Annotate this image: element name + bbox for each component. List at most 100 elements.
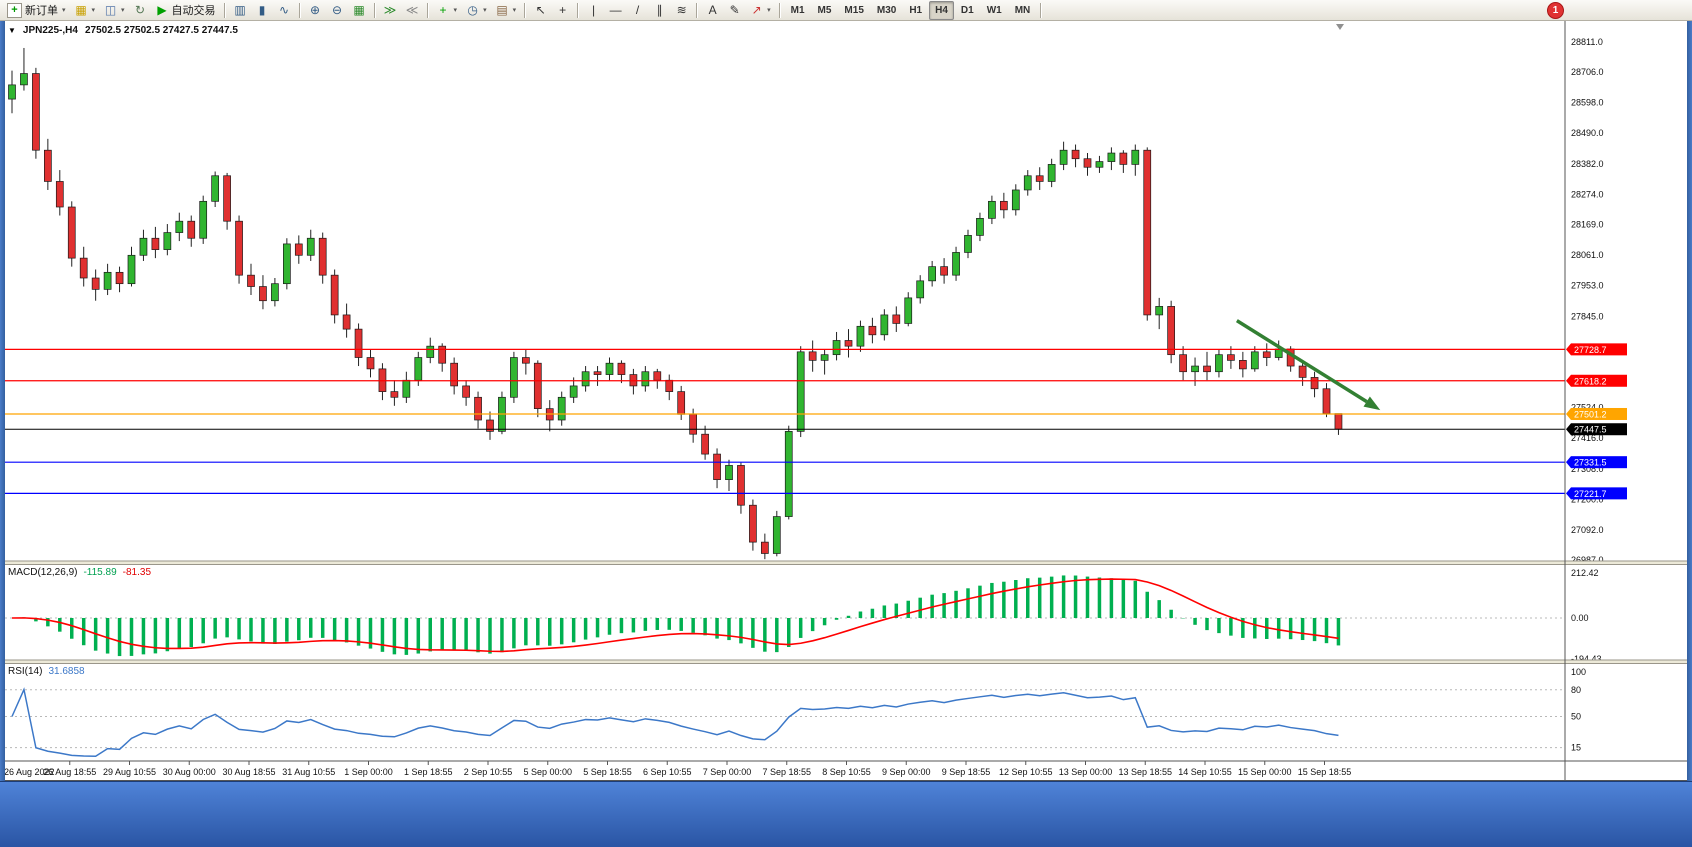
trendline-button[interactable]: / — [627, 1, 648, 20]
new-order-button[interactable]: + 新订单 ▾ — [3, 1, 70, 20]
arrows-button[interactable]: ↗ ▾ — [746, 1, 775, 20]
svg-text:6 Sep 10:55: 6 Sep 10:55 — [643, 767, 692, 777]
timeframe-h4[interactable]: H4 — [929, 0, 954, 20]
templates-button[interactable]: ▤ ▾ — [492, 1, 521, 20]
price-badge: 27501.2 — [1566, 407, 1627, 420]
svg-text:2 Sep 10:55: 2 Sep 10:55 — [464, 767, 513, 777]
svg-text:30 Aug 18:55: 30 Aug 18:55 — [222, 767, 275, 777]
rsi-name: RSI(14) — [8, 666, 43, 677]
svg-text:27953.0: 27953.0 — [1571, 281, 1604, 291]
cursor-button[interactable]: ↖ — [530, 1, 551, 20]
horizontal-line-icon: — — [609, 3, 622, 17]
toolbar-separator — [426, 2, 429, 18]
toolbar-separator — [524, 2, 527, 18]
svg-text:15 Sep 18:55: 15 Sep 18:55 — [1298, 767, 1352, 777]
timeframe-m15[interactable]: M15 — [844, 4, 864, 16]
timeframe-d1[interactable]: D1 — [960, 4, 974, 16]
profiles-button[interactable]: ◫ ▾ — [100, 1, 129, 20]
macd-main-value: -115.89 — [83, 567, 117, 578]
chart-canvas[interactable]: 28811.0 28706.0 28598.0 28490.0 28382.0 28274… — [0, 20, 1692, 782]
svg-text:27331.5: 27331.5 — [1574, 458, 1607, 468]
svg-text:27728.7: 27728.7 — [1574, 345, 1607, 355]
svg-text:50: 50 — [1571, 712, 1581, 722]
svg-text:28274.0: 28274.0 — [1571, 190, 1604, 200]
line-chart-icon: ∿ — [279, 3, 290, 17]
svg-text:9 Sep 00:00: 9 Sep 00:00 — [882, 767, 931, 777]
chart-shift-button[interactable]: ≪ — [402, 1, 423, 20]
crosshair-button[interactable]: + — [552, 1, 573, 20]
candles — [8, 47, 1343, 560]
hline-button[interactable]: — — [605, 1, 626, 20]
zoom-in-button[interactable]: ⊕ — [305, 1, 326, 20]
window-border-bottom — [0, 781, 1692, 847]
svg-text:80: 80 — [1571, 685, 1581, 695]
candlestick-button[interactable]: ▮ — [252, 1, 273, 20]
timeframe-w1[interactable]: W1 — [986, 4, 1002, 16]
notification-badge[interactable]: 1 — [1547, 2, 1564, 19]
chart-shift-icon: ≪ — [405, 3, 419, 17]
new-order-icon: + — [7, 2, 22, 18]
candlestick-icon: ▮ — [258, 3, 266, 17]
svg-text:29 Aug 10:55: 29 Aug 10:55 — [103, 767, 156, 777]
vline-button[interactable]: | — [583, 1, 604, 20]
periods-button[interactable]: ◷ ▾ — [462, 1, 491, 20]
toolbar-separator — [1040, 2, 1043, 18]
vertical-line-icon: | — [592, 3, 596, 17]
auto-scroll-button[interactable]: ≫ — [380, 1, 401, 20]
price-badge: 27728.7 — [1566, 343, 1627, 356]
symbol-dropdown-icon[interactable]: ▼ — [8, 26, 16, 35]
zoom-out-button[interactable]: ⊖ — [327, 1, 348, 20]
timeframe-h1[interactable]: H1 — [909, 4, 923, 16]
line-chart-button[interactable]: ∿ — [274, 1, 295, 20]
text-label-icon: ✎ — [729, 3, 740, 17]
price-badge: 27618.2 — [1566, 374, 1627, 387]
clock-icon: ◷ — [467, 3, 478, 17]
svg-text:28490.0: 28490.0 — [1571, 128, 1604, 138]
svg-text:5 Sep 18:55: 5 Sep 18:55 — [583, 767, 632, 777]
fibonacci-button[interactable]: ≋ — [671, 1, 692, 20]
svg-text:27447.5: 27447.5 — [1574, 425, 1607, 435]
svg-text:-194.43: -194.43 — [1571, 654, 1602, 664]
timeframe-m5[interactable]: M5 — [817, 4, 832, 16]
trend-arrow[interactable] — [1235, 319, 1368, 404]
svg-text:1 Sep 18:55: 1 Sep 18:55 — [404, 767, 453, 777]
refresh-icon: ↻ — [135, 3, 146, 17]
price-badge: 27331.5 — [1566, 456, 1627, 469]
svg-text:27501.2: 27501.2 — [1574, 409, 1607, 419]
svg-text:28169.0: 28169.0 — [1571, 219, 1604, 229]
svg-text:7 Sep 18:55: 7 Sep 18:55 — [762, 767, 811, 777]
svg-text:8 Sep 10:55: 8 Sep 10:55 — [822, 767, 871, 777]
label-button[interactable]: ✎ — [724, 1, 745, 20]
chart-shift-marker[interactable] — [1336, 24, 1344, 30]
bar-chart-button[interactable]: ▥ — [230, 1, 251, 20]
caret-down-icon: ▾ — [62, 7, 66, 14]
timeframe-m30[interactable]: M30 — [876, 4, 897, 16]
svg-text:31 Aug 10:55: 31 Aug 10:55 — [282, 767, 335, 777]
tile-windows-button[interactable]: ▦ — [349, 1, 370, 20]
crosshair-icon: + — [559, 3, 567, 17]
svg-text:27092.0: 27092.0 — [1571, 525, 1604, 535]
price-axis[interactable]: 28811.0 28706.0 28598.0 28490.0 28382.0 28274… — [1571, 37, 1604, 753]
trendline-icon: / — [635, 3, 640, 17]
svg-text:26 Aug 18:55: 26 Aug 18:55 — [43, 767, 96, 777]
auto-trading-button[interactable]: ▶ 自动交易 — [152, 1, 220, 20]
toolbar-separator — [298, 2, 301, 18]
caret-down-icon: ▾ — [512, 7, 517, 14]
profiles-icon: ◫ — [104, 3, 117, 17]
svg-text:15: 15 — [1571, 743, 1581, 753]
refresh-button[interactable]: ↻ — [130, 1, 151, 20]
svg-text:1 Sep 00:00: 1 Sep 00:00 — [344, 767, 393, 777]
symbol-period-label: JPN225-,H4 — [22, 25, 78, 36]
svg-text:28598.0: 28598.0 — [1571, 97, 1604, 107]
timeframe-mn[interactable]: MN — [1014, 4, 1031, 16]
caret-down-icon: ▾ — [483, 7, 487, 14]
svg-text:28382.0: 28382.0 — [1571, 159, 1604, 169]
indicators-button[interactable]: + ▾ — [433, 1, 462, 20]
new-chart-button[interactable]: ▦ ▾ — [71, 1, 100, 20]
svg-text:27618.2: 27618.2 — [1574, 376, 1607, 386]
timeframe-m1[interactable]: M1 — [790, 4, 805, 16]
channel-button[interactable]: ∥ — [649, 1, 670, 20]
text-button[interactable]: A — [702, 1, 723, 20]
macd-label: MACD(12,26,9) -115.89 -81.35 — [8, 567, 151, 578]
